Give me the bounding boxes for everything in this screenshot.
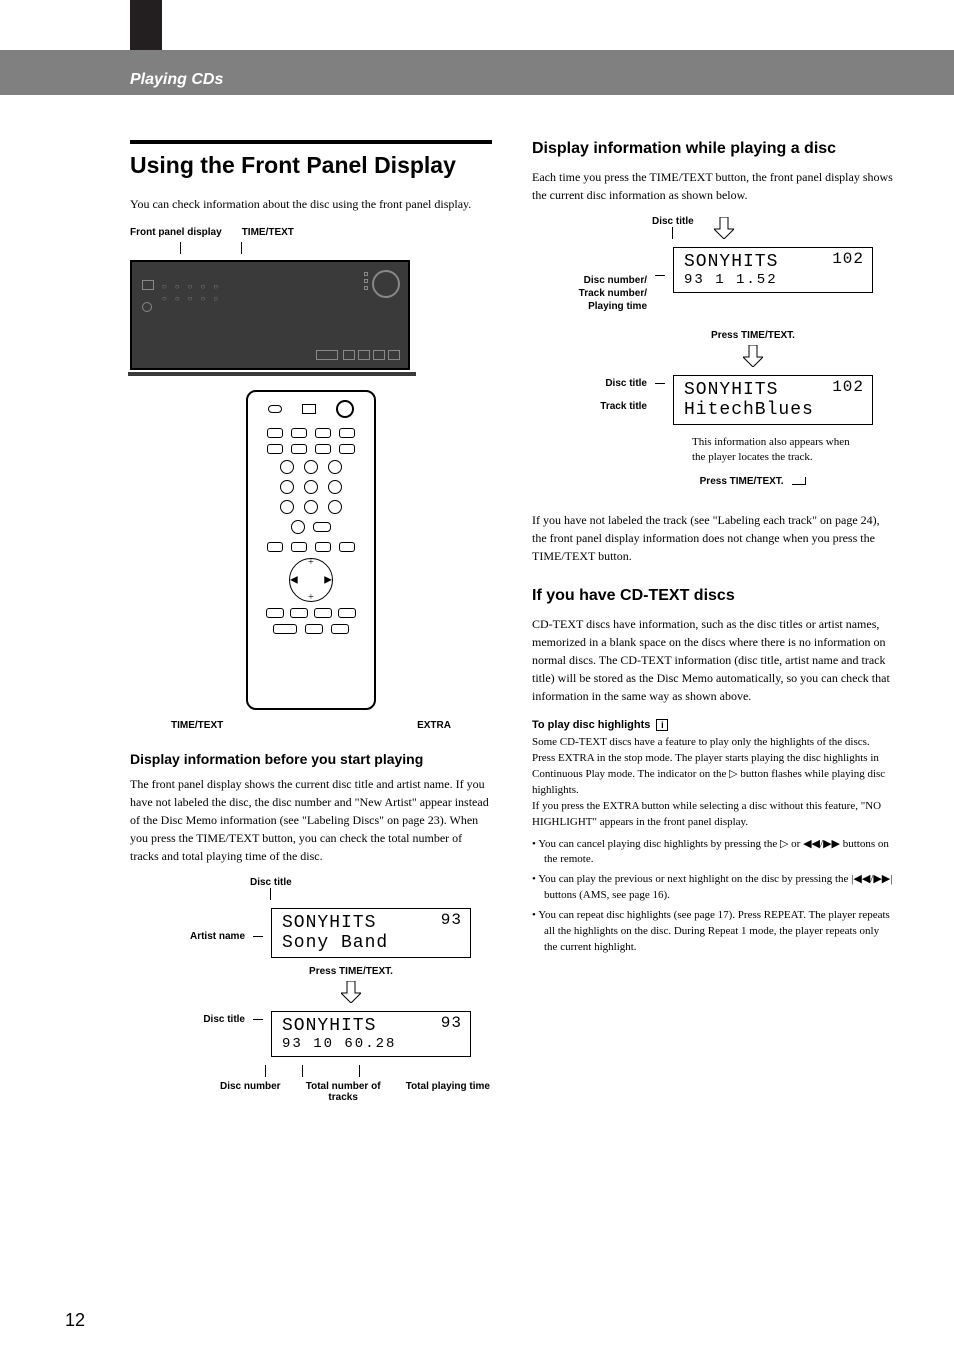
callout-line (253, 1019, 263, 1020)
arrow-return-icon (792, 477, 806, 485)
left-column: Using the Front Panel Display You can ch… (130, 140, 492, 1103)
remote-bottom-labels: TIME/TEXT EXTRA (171, 720, 451, 731)
remote-diagram: + + ◀ ▶ (246, 390, 376, 710)
highlights-p3: If you press the EXTRA button while sele… (532, 799, 894, 831)
label-disc-title-2: Disc title (150, 1013, 245, 1026)
heading-rule (130, 140, 492, 144)
para-while-playing: Each time you press the TIME/TEXT button… (532, 168, 894, 204)
label-total-tracks: Total number of tracks (303, 1081, 383, 1103)
lcd-line-2: HitechBlues (684, 400, 862, 420)
tick-line (180, 242, 181, 254)
label-time-text-remote: TIME/TEXT (171, 720, 223, 731)
arrow-down-icon (714, 217, 734, 239)
label-disc-number: Disc number (220, 1081, 281, 1103)
label-time-text: TIME/TEXT (242, 227, 294, 238)
lcd-display-4: 102 SONYHITS HitechBlues (673, 375, 873, 425)
press-label: Press TIME/TEXT. (700, 476, 784, 487)
bullet-2: You can play the previous or next highli… (532, 872, 894, 904)
tick-line (265, 1065, 266, 1077)
bullet-3: You can repeat disc highlights (see page… (532, 908, 894, 956)
tick-line (241, 242, 242, 254)
lcd-display-3: 102 SONYHITS 93 1 1.52 (673, 247, 873, 293)
arrow-down-icon (341, 981, 361, 1003)
lcd-line-1: SONYHITS (282, 913, 460, 933)
tick-line (359, 1065, 360, 1077)
device-buttons (343, 350, 400, 360)
highlights-p2: Press EXTRA in the stop mode. The player… (532, 751, 894, 799)
device-part (142, 280, 154, 290)
black-tab (130, 0, 162, 50)
section-title: Playing CDs (130, 71, 223, 89)
header-band: Playing CDs (0, 50, 954, 95)
arrow-down-icon (743, 345, 763, 367)
label-total-time: Total playing time (406, 1081, 490, 1103)
callout-line (655, 275, 665, 276)
callout-line (253, 936, 263, 937)
lcd-display-2: 93 SONYHITS 93 10 60.28 (271, 1011, 471, 1057)
display-sequence-1: Disc title Artist name 93 SONYHITS Sony … (150, 877, 492, 1103)
page-number: 12 (65, 1310, 85, 1331)
label-artist-name: Artist name (150, 930, 245, 943)
intro-text: You can check information about the disc… (130, 195, 492, 213)
label-disc-title: Disc title (250, 877, 492, 888)
device-part (142, 302, 152, 312)
para-before-play: The front panel display shows the curren… (130, 775, 492, 865)
lcd-line-2: 93 1 1.52 (684, 272, 862, 288)
device-dots: ○ ○ ○ ○ ○ (162, 294, 221, 303)
device-dots: ○ ○ ○ ○ ○ (162, 282, 221, 291)
lcd-line-2: 93 10 60.28 (282, 1036, 460, 1052)
lcd-num: 93 (441, 911, 462, 929)
bullet-1: You can cancel playing disc highlights b… (532, 837, 894, 869)
device-part (316, 350, 338, 360)
lcd-num: 102 (832, 378, 864, 396)
highlights-heading: To play disc highlights i (532, 719, 894, 731)
device-slots (364, 272, 368, 290)
lcd-num: 93 (441, 1014, 462, 1032)
sub-heading-while-playing: Display information while playing a disc (532, 140, 894, 158)
sub-heading-cdtext: If you have CD-TEXT discs (532, 587, 894, 605)
content-area: Using the Front Panel Display You can ch… (0, 95, 954, 1123)
info-icon: i (656, 719, 668, 731)
lcd-num: 102 (832, 250, 864, 268)
highlights-p1: Some CD-TEXT discs have a feature to pla… (532, 735, 894, 751)
press-label: Press TIME/TEXT. (309, 966, 393, 977)
lcd-line-1: SONYHITS (282, 1016, 460, 1036)
top-bar (0, 0, 954, 50)
label-disc-title-3: Disc title (552, 377, 647, 390)
label-front-panel: Front panel display (130, 227, 222, 238)
label-disc-title: Disc title (652, 216, 694, 227)
tick-line (672, 227, 694, 239)
tick-line (302, 1065, 303, 1077)
lcd-line-2: Sony Band (282, 933, 460, 953)
device-labels: Front panel display TIME/TEXT (130, 227, 492, 238)
label-extra: EXTRA (417, 720, 451, 731)
para-cdtext: CD-TEXT discs have information, such as … (532, 615, 894, 705)
label-dtp: Disc number/ Track number/ Playing time (552, 274, 647, 313)
tick-line (270, 888, 492, 900)
info-note: This information also appears when the p… (692, 435, 862, 466)
highlights-bullets: You can cancel playing disc highlights b… (532, 837, 894, 957)
device-diagram: Front panel display TIME/TEXT ○ ○ ○ ○ ○ … (130, 227, 492, 731)
right-column: Display information while playing a disc… (532, 140, 894, 1103)
device-box: ○ ○ ○ ○ ○ ○ ○ ○ ○ ○ (130, 260, 410, 370)
remote-dpad: + + ◀ ▶ (289, 558, 333, 602)
press-label: Press TIME/TEXT. (711, 330, 795, 341)
para-not-labeled: If you have not labeled the track (see "… (532, 511, 894, 565)
callout-line (655, 383, 665, 384)
sub-heading-before-play: Display information before you start pla… (130, 751, 492, 767)
display-sequence-2: Disc title Disc number/ Track number/ Pl… (552, 216, 894, 487)
main-heading: Using the Front Panel Display (130, 152, 492, 179)
lcd-display-1: 93 SONYHITS Sony Band (271, 908, 471, 958)
jog-dial-icon (372, 270, 400, 298)
label-track-title: Track title (552, 400, 647, 413)
